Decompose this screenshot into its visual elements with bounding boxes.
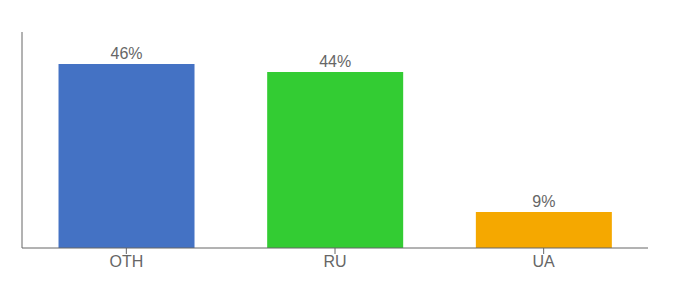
svg-text:46%: 46% xyxy=(111,45,143,62)
svg-text:RU: RU xyxy=(323,253,346,270)
svg-text:44%: 44% xyxy=(319,53,351,70)
svg-text:9%: 9% xyxy=(532,193,555,210)
svg-text:OTH: OTH xyxy=(109,253,143,270)
svg-text:UA: UA xyxy=(533,253,556,270)
